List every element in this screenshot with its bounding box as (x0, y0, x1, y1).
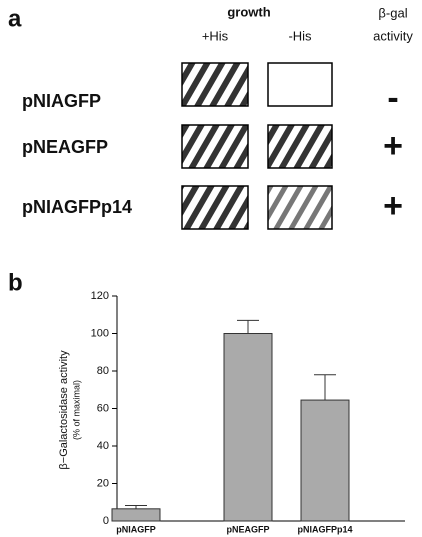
column-header: +His (202, 28, 229, 43)
row-label: pNEAGFP (22, 137, 108, 157)
plate (267, 62, 333, 107)
row-label: pNIAGFP (22, 91, 101, 111)
y-tick-label: 100 (91, 327, 109, 339)
plate (267, 124, 333, 169)
panel-label: a (8, 5, 22, 32)
plate (181, 62, 249, 107)
x-tick-label: pNEAGFP (226, 524, 269, 534)
y-tick-label: 0 (103, 515, 109, 527)
column-header: -His (288, 28, 312, 43)
column-header: activity (373, 28, 413, 43)
growth-header: growth (227, 4, 270, 19)
y-tick-label: 20 (97, 477, 109, 489)
plate (181, 185, 249, 230)
y-tick-label: 80 (97, 365, 109, 377)
row-label: pNIAGFPp14 (22, 197, 132, 217)
y-axis-label: β−Galactosidase activity (58, 350, 70, 470)
result: - (387, 79, 398, 117)
x-tick-label: pNIAGFPp14 (297, 524, 352, 534)
column-header: β-gal (378, 5, 407, 20)
x-tick-label: pNIAGFP (116, 524, 156, 534)
y-axis-sublabel: (% of maximal) (71, 380, 81, 440)
plate (181, 124, 249, 169)
bar (223, 333, 273, 522)
bar (111, 508, 161, 522)
result: + (383, 127, 403, 165)
y-tick-label: 120 (91, 290, 109, 302)
y-tick-label: 60 (97, 402, 109, 414)
result: + (383, 187, 403, 225)
y-tick-label: 40 (97, 440, 109, 452)
panel-label: b (8, 269, 23, 296)
bar (300, 399, 350, 522)
plate (267, 185, 333, 230)
